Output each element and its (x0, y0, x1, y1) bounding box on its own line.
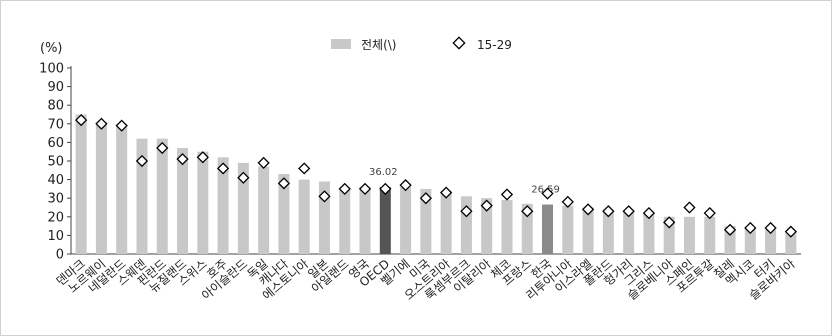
bar-total (562, 205, 574, 254)
bar-total (177, 147, 189, 254)
legend: 전체(\) 15-29 (331, 36, 512, 52)
bar-total (258, 166, 270, 254)
marker-15-29 (440, 186, 453, 199)
marker-15-29 (358, 182, 372, 196)
marker-15-29 (115, 119, 128, 132)
y-tick-label: 60 (47, 136, 64, 151)
bar-total (683, 216, 695, 254)
bar-total (623, 211, 635, 254)
y-tick-label: 40 (47, 173, 64, 188)
marker-15-29 (541, 187, 554, 200)
bar-total (156, 138, 168, 254)
bar-total (237, 162, 249, 254)
bar-total (339, 187, 351, 254)
bar-total (298, 179, 310, 254)
legend-label-15-29: 15-29 (477, 38, 512, 52)
y-tick-label: 80 (47, 99, 64, 114)
marker-15-29 (703, 206, 716, 220)
bar-total (440, 190, 452, 254)
marker-15-29 (744, 221, 757, 235)
bar-total (116, 123, 128, 254)
legend-bar-swatch (331, 39, 351, 49)
marker-15-29 (216, 162, 230, 175)
marker-15-29 (460, 205, 473, 218)
y-tick-label: 10 (47, 229, 64, 244)
y-tick-label: 20 (47, 210, 64, 225)
marker-15-29 (723, 223, 737, 236)
bar-total (217, 157, 229, 254)
bar-total (400, 187, 412, 254)
marker-15-29 (95, 117, 108, 130)
bar-total (95, 121, 107, 254)
bar-total (318, 181, 330, 254)
y-tick-label: 30 (47, 192, 64, 207)
marker-15-29 (602, 205, 615, 218)
marker-15-29 (237, 171, 250, 184)
bar-total (602, 209, 614, 254)
y-tick-label: 70 (47, 117, 64, 132)
marker-15-29 (480, 199, 493, 212)
marker-15-29 (419, 192, 432, 205)
marker-15-29 (622, 205, 635, 218)
bar-total (197, 151, 209, 254)
y-axis-unit-label: (%) (40, 41, 63, 56)
bar-total (278, 174, 290, 254)
bar-total (765, 229, 777, 254)
marker-15-29 (257, 156, 270, 169)
y-tick-label: 50 (47, 155, 64, 170)
marker-15-29 (379, 182, 392, 196)
bar-total (785, 231, 797, 254)
marker-15-29 (196, 151, 209, 164)
bar-total (744, 227, 756, 254)
bar-total (359, 187, 371, 254)
bar-total (75, 114, 87, 254)
marker-15-29 (642, 206, 656, 220)
marker-15-29 (399, 179, 412, 192)
legend-label-total: 전체(\) (361, 38, 397, 52)
marker-15-29 (75, 113, 88, 127)
bar-total (724, 226, 736, 254)
marker-15-29 (135, 154, 149, 168)
marker-15-29 (500, 188, 514, 201)
plot-area: 0102030405060708090100덴마크노르웨이네덜란드스웨덴핀란드뉴… (39, 62, 801, 303)
bar-total (501, 200, 513, 254)
marker-15-29 (176, 153, 189, 166)
marker-15-29 (277, 177, 291, 190)
bar-total (521, 203, 533, 254)
marker-15-29 (581, 203, 595, 216)
marker-15-29 (663, 216, 676, 229)
data-label: 36.02 (369, 167, 398, 178)
bar-total (704, 216, 716, 254)
y-tick-label: 100 (39, 62, 64, 77)
y-tick-label: 0 (56, 248, 64, 263)
marker-15-29 (784, 225, 797, 238)
bar-total (420, 188, 432, 254)
bar-total (663, 216, 675, 254)
marker-15-29 (561, 195, 574, 209)
marker-15-29 (156, 141, 169, 155)
bar-total (542, 204, 554, 254)
marker-15-29 (683, 201, 696, 214)
marker-15-29 (338, 182, 351, 196)
marker-15-29 (298, 162, 311, 175)
marker-15-29 (521, 205, 534, 218)
bar-total (582, 207, 594, 254)
marker-15-29 (318, 190, 331, 203)
bar-total (379, 187, 391, 254)
bar-total (460, 196, 472, 254)
y-tick-label: 90 (47, 80, 64, 95)
marker-15-29 (764, 221, 777, 235)
bar-total (481, 198, 493, 254)
legend-diamond-marker (452, 36, 466, 50)
bar-total (643, 213, 655, 254)
bar-total (136, 138, 148, 254)
